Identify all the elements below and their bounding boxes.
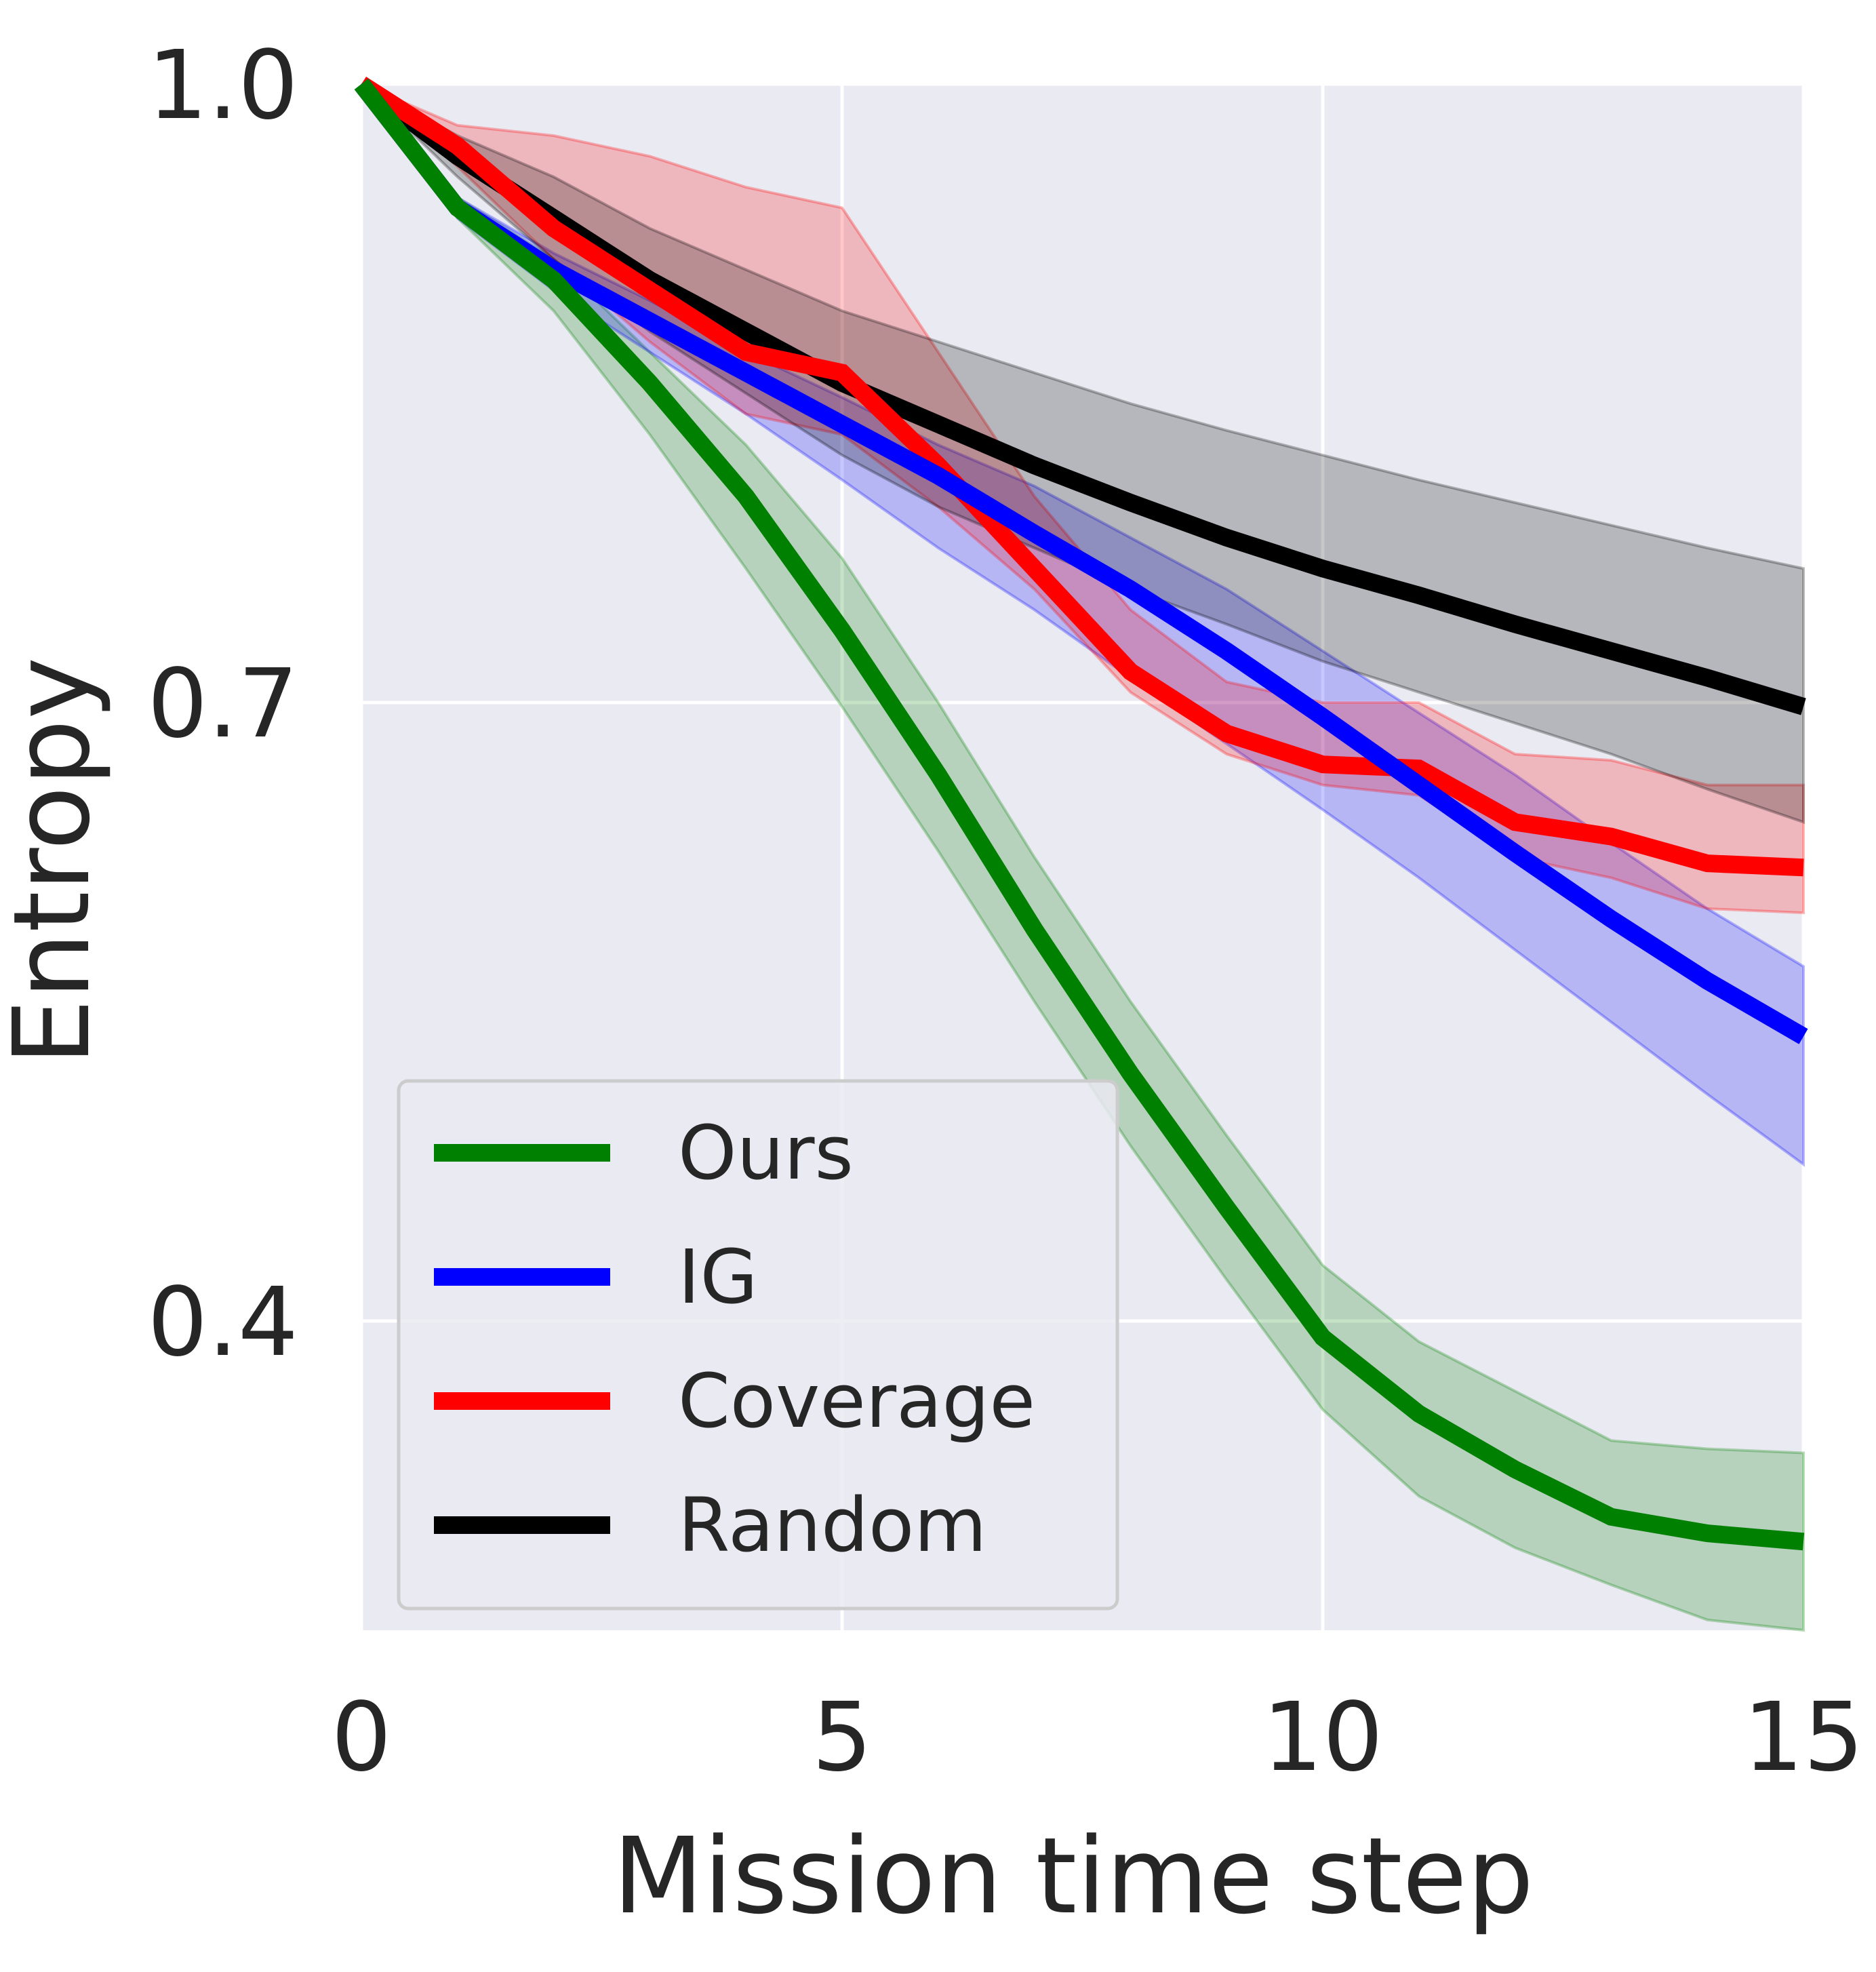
x-axis-label: Mission time step <box>613 1815 1534 1937</box>
x-tick-label: 0 <box>331 1682 391 1793</box>
x-tick-label: 15 <box>1743 1682 1864 1793</box>
series-lines <box>354 77 1808 1551</box>
coverage-legend-label: Coverage <box>678 1358 1035 1444</box>
x-tick-label: 10 <box>1262 1682 1383 1793</box>
y-tick-label: 0.4 <box>147 1267 298 1378</box>
coverage-band <box>360 83 1805 915</box>
y-tick-label: 1.0 <box>147 31 298 141</box>
ig-legend-label: IG <box>678 1234 758 1320</box>
y-tick-label: 0.7 <box>147 649 298 760</box>
y-tick-labels: 0.4 0.7 1.0 <box>147 31 298 1378</box>
y-axis-label: Entropy <box>0 657 113 1065</box>
grid-lines <box>359 82 1805 1630</box>
legend: Ours IG Coverage Random <box>397 1079 1119 1611</box>
legend-box <box>397 1079 1119 1611</box>
ours-line <box>354 79 1805 1551</box>
x-tick-labels: 0 5 10 15 <box>331 1682 1864 1793</box>
x-tick-label: 5 <box>812 1682 872 1793</box>
random-legend-label: Random <box>678 1482 986 1569</box>
ours-legend-label: Ours <box>678 1109 854 1196</box>
ig-line <box>354 79 1808 1044</box>
coverage-line <box>356 77 1804 877</box>
random-band <box>360 83 1805 825</box>
